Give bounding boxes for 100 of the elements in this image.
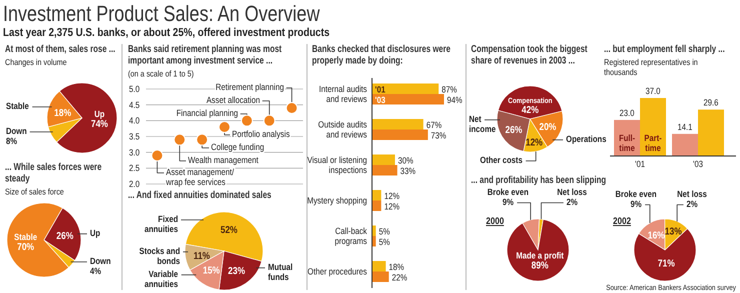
y-tick-label: 5.0 <box>129 83 140 94</box>
data-label: 89% <box>531 260 548 271</box>
bar <box>372 94 444 104</box>
data-label: 9% <box>502 196 514 208</box>
data-label: 26% <box>56 230 74 242</box>
data-label: 73% <box>430 130 447 140</box>
data-label: 2% <box>566 196 578 208</box>
data-label: 42% <box>522 104 539 116</box>
slice-label: Broke even <box>615 188 657 200</box>
slice-label: Stable <box>14 231 38 242</box>
point <box>174 134 186 146</box>
data-label: 12% <box>384 200 400 212</box>
y-tick-label: Outside audits and reviews <box>318 118 367 140</box>
data-label: 29.6 <box>704 96 719 108</box>
data-label: 18% <box>388 261 405 272</box>
data-label: 70% <box>17 241 34 252</box>
annotation: Asset management/ wrap fee services <box>165 166 235 188</box>
point <box>151 150 164 162</box>
series-label: Part-time <box>644 132 662 154</box>
text: 2000 <box>486 215 504 226</box>
y-tick-label: Mystery shopping <box>307 194 368 206</box>
data-label: 22% <box>392 272 408 282</box>
bar <box>372 190 382 200</box>
slice-label: Stable <box>6 100 30 112</box>
bar <box>640 98 666 156</box>
chart-title: ... and profitability has been slipping <box>471 174 606 186</box>
series-label: '03 <box>375 94 386 105</box>
bar <box>372 261 386 272</box>
data-label: 23.0 <box>620 107 635 118</box>
slice-label: Net income <box>469 113 496 134</box>
data-label: 5% <box>378 236 390 247</box>
bar <box>672 134 698 156</box>
data-label: 5% <box>378 226 390 236</box>
annotation: Portfolio analysis <box>232 128 290 140</box>
bar <box>372 226 376 236</box>
data-label: 12% <box>384 190 400 201</box>
point <box>196 134 208 146</box>
bar <box>372 165 398 176</box>
point <box>240 114 253 127</box>
point <box>286 102 298 114</box>
y-tick-label: 2.0 <box>129 178 140 190</box>
annotation: Retirement planning <box>216 81 284 92</box>
data-label: 12% <box>526 137 543 148</box>
slice-label: Down <box>90 255 111 266</box>
annotation: College funding <box>211 141 264 152</box>
y-tick-label: 3.0 <box>129 146 140 158</box>
chart-title: Banks said retirement planning was most important among investment service ... <box>128 43 282 66</box>
data-label: 94% <box>447 94 463 105</box>
bar <box>372 154 395 165</box>
text: 2002 <box>613 215 632 226</box>
annotation: Wealth management <box>188 154 259 166</box>
data-label: 87% <box>442 84 458 94</box>
point <box>263 114 276 127</box>
slice-label: Net loss <box>677 188 708 200</box>
pie-slice <box>506 219 570 282</box>
y-tick-label: 3.5 <box>129 130 140 142</box>
slice-label: Net loss <box>557 186 588 198</box>
bar <box>372 119 424 130</box>
slice-label: Variable annuities <box>144 268 178 290</box>
slice-label: Broke even <box>487 186 529 198</box>
data-label: 74% <box>90 118 108 130</box>
data-label: 23% <box>228 265 246 276</box>
bar <box>372 130 428 140</box>
annotation: Financial planning <box>176 107 238 118</box>
slice-label: Made a profit <box>516 250 564 261</box>
text: Investment Product Sales: An Overview <box>3 2 320 26</box>
chart-subtitle: Changes in volume <box>5 57 68 68</box>
data-label: 8% <box>6 135 18 146</box>
data-label: 15% <box>202 265 220 276</box>
chart-subtitle: (on a scale of 1 to 5) <box>128 68 194 79</box>
data-label: 52% <box>220 224 238 236</box>
data-label: 71% <box>658 258 675 268</box>
slice-label: Stocks and bonds <box>139 245 180 266</box>
chart-title: ... but employment fell sharply ... <box>604 43 725 54</box>
data-label: 11% <box>193 250 210 261</box>
data-label: 18% <box>54 107 72 118</box>
text: 2% <box>686 198 698 210</box>
data-label: 30% <box>398 154 414 166</box>
data-label: 13% <box>664 226 682 237</box>
bar <box>372 200 382 211</box>
y-tick-label: Internal audits and reviews <box>318 83 367 104</box>
data-label: 14.1 <box>678 121 693 132</box>
data-label: 67% <box>426 119 442 130</box>
text: Last year 2,375 U.S. banks, or about 25%, offered investment products <box>3 26 330 40</box>
bar <box>372 236 376 246</box>
chart-subtitle: Registered representatives in thousands <box>604 57 698 78</box>
slice-label: Up <box>94 108 105 120</box>
annotation: Asset allocation <box>206 94 260 106</box>
data-label: 20% <box>539 122 556 132</box>
y-tick-label: 2.5 <box>129 162 140 174</box>
y-tick-label: 4.0 <box>129 115 140 126</box>
data-label: 26% <box>505 124 522 136</box>
slice-label: Mutual funds <box>268 261 293 282</box>
data-label: 37.0 <box>646 85 661 96</box>
y-tick-label: Visual or listening inspections <box>307 154 368 176</box>
bar <box>698 110 724 156</box>
chart-title: Compensation took the biggest share of revenues in 2003 ... <box>471 43 588 66</box>
chart-title: ... While sales forces were steady <box>5 161 102 184</box>
data-label: 16% <box>648 230 665 240</box>
slice-label: Operations <box>566 133 607 144</box>
